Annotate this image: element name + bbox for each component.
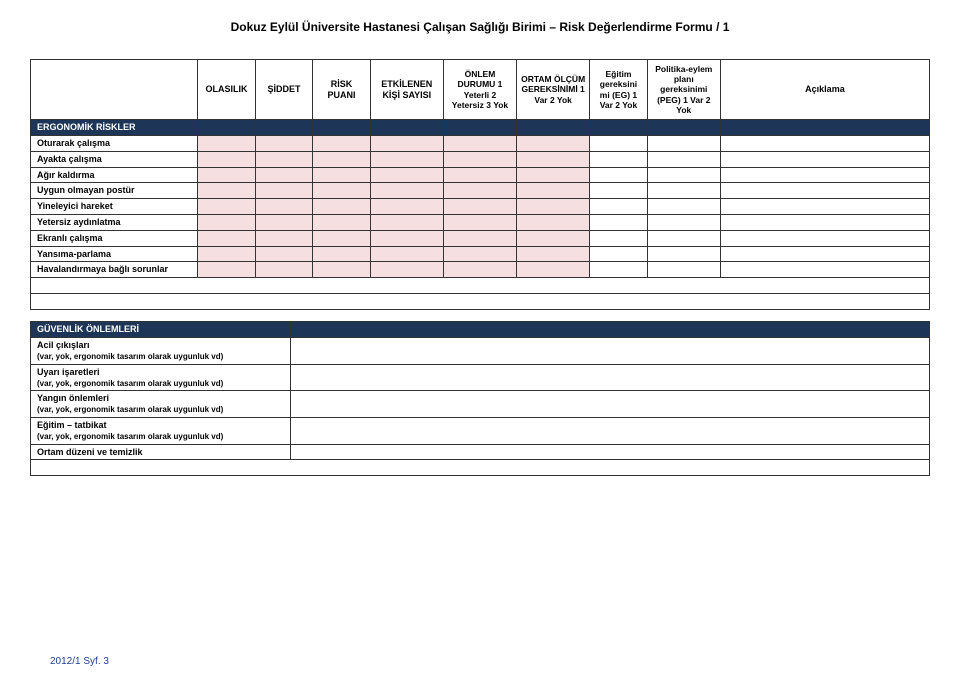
- col-onlem: ÖNLEM DURUMU 1 Yeterli 2 Yetersiz 3 Yok: [443, 60, 516, 120]
- table-row: Yineleyici hareket: [31, 199, 930, 215]
- section-header: GÜVENLİK ÖNLEMLERİ: [31, 322, 930, 338]
- table-row: Ağır kaldırma: [31, 167, 930, 183]
- table-row: Ekranlı çalışma: [31, 230, 930, 246]
- blank-row: [31, 460, 930, 476]
- table-row: Ayakta çalışma: [31, 151, 930, 167]
- col-ortam: ORTAM ÖLÇÜM GEREKSİNİMİ 1 Var 2 Yok: [517, 60, 590, 120]
- risk-table-2: GÜVENLİK ÖNLEMLERİAcil çıkışları(var, yo…: [30, 321, 930, 476]
- table-row: Uyarı işaretleri(var, yok, ergonomik tas…: [31, 364, 930, 391]
- table-row: Yansıma-parlama: [31, 246, 930, 262]
- col-etkilenen: ETKİLENEN KİŞİ SAYISI: [370, 60, 443, 120]
- table-row: Yetersiz aydınlatma: [31, 214, 930, 230]
- table-row: Ortam düzeni ve temizlik: [31, 444, 930, 460]
- section-header: ERGONOMİK RİSKLER: [31, 120, 930, 136]
- risk-table-1: OLASILIK ŞİDDET RİSK PUANI ETKİLENEN KİŞ…: [30, 59, 930, 310]
- col-olasilik: OLASILIK: [198, 60, 255, 120]
- table-row: Acil çıkışları(var, yok, ergonomik tasar…: [31, 338, 930, 365]
- page-footer: 2012/1 Syf. 3: [30, 656, 930, 667]
- table-row: Havalandırmaya bağlı sorunlar: [31, 262, 930, 278]
- col-siddet: ŞİDDET: [255, 60, 312, 120]
- table-row: Uygun olmayan postür: [31, 183, 930, 199]
- col-risk-puani: RİSK PUANI: [313, 60, 370, 120]
- col-aciklama: Açıklama: [720, 60, 929, 120]
- header-row: OLASILIK ŞİDDET RİSK PUANI ETKİLENEN KİŞ…: [31, 60, 930, 120]
- table-row: Oturarak çalışma: [31, 136, 930, 152]
- table-row: Eğitim – tatbikat(var, yok, ergonomik ta…: [31, 417, 930, 444]
- table-row: Yangın önlemleri(var, yok, ergonomik tas…: [31, 391, 930, 418]
- col-politika: Politika-eylem planı gereksinimi (PEG) 1…: [647, 60, 720, 120]
- blank-row: [31, 294, 930, 310]
- page-title: Dokuz Eylül Üniversite Hastanesi Çalışan…: [30, 20, 930, 34]
- blank-row: [31, 278, 930, 294]
- col-egitim: Eğitim gereksini mi (EG) 1 Var 2 Yok: [590, 60, 647, 120]
